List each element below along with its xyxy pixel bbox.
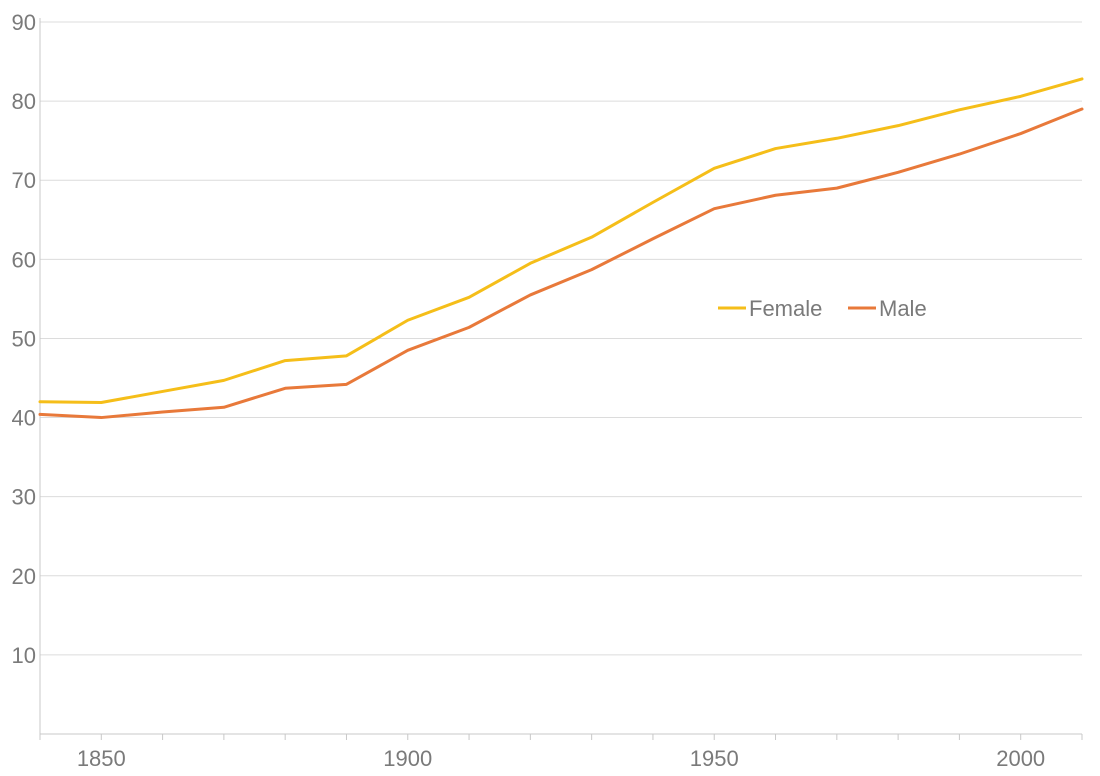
- y-tick-label-50: 50: [12, 326, 36, 351]
- y-tick-label-80: 80: [12, 89, 36, 114]
- y-tick-label-60: 60: [12, 247, 36, 272]
- y-tick-label-20: 20: [12, 564, 36, 589]
- legend-label-male: Male: [879, 296, 927, 321]
- y-tick-label-90: 90: [12, 10, 36, 35]
- x-tick-label-1850: 1850: [77, 746, 126, 771]
- y-tick-label-10: 10: [12, 643, 36, 668]
- series-lines: [38, 77, 1084, 420]
- axes: 10 20 30 40 50 60 70 80 90 1850 1900 1950 2000: [12, 10, 1083, 771]
- gridlines: [40, 21, 1082, 656]
- series-line-female: [38, 77, 1084, 405]
- x-tick-label-1950: 1950: [690, 746, 739, 771]
- legend: Female Male: [718, 296, 927, 321]
- y-tick-label-70: 70: [12, 168, 36, 193]
- y-tick-label-30: 30: [12, 485, 36, 510]
- y-tick-label-40: 40: [12, 406, 36, 431]
- series-line-male: [38, 107, 1084, 420]
- x-tick-label-1900: 1900: [383, 746, 432, 771]
- legend-label-female: Female: [749, 296, 822, 321]
- x-tick-label-2000: 2000: [996, 746, 1045, 771]
